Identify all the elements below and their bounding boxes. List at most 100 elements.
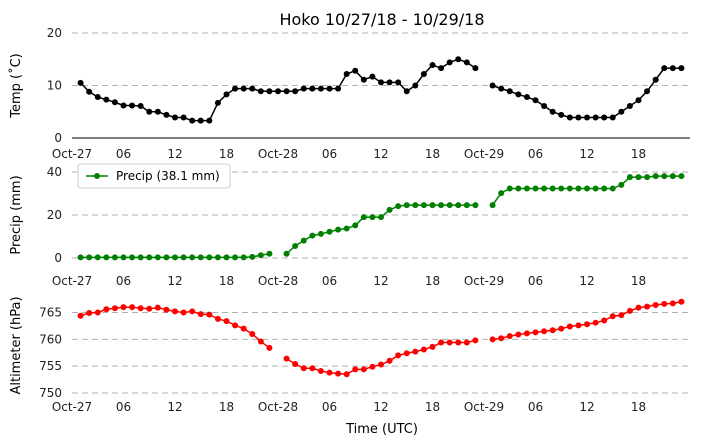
- data-point: [360, 366, 367, 373]
- data-point: [463, 202, 470, 209]
- data-point: [386, 357, 393, 364]
- x-tick-label: 12: [373, 147, 388, 161]
- data-point: [197, 311, 204, 318]
- data-point: [601, 114, 608, 121]
- data-point: [309, 85, 316, 92]
- data-point: [532, 185, 539, 192]
- y-tick-label: 0: [54, 251, 62, 265]
- x-tick-label: Oct-29: [464, 400, 504, 414]
- data-point: [283, 250, 290, 257]
- data-point: [94, 94, 101, 101]
- x-tick-label: 18: [631, 147, 646, 161]
- data-point: [601, 317, 608, 324]
- data-point: [429, 202, 436, 209]
- legend-label: Precip (38.1 mm): [116, 169, 220, 183]
- x-tick-label: 18: [219, 147, 234, 161]
- chart-title: Hoko 10/27/18 - 10/29/18: [279, 10, 484, 29]
- data-point: [232, 254, 239, 261]
- data-point: [549, 108, 556, 115]
- data-point: [609, 185, 616, 192]
- data-point: [592, 185, 599, 192]
- data-point: [137, 305, 144, 312]
- data-point: [395, 203, 402, 210]
- x-tick-label: 18: [425, 400, 440, 414]
- data-point: [403, 350, 410, 357]
- data-point: [335, 370, 342, 377]
- data-point: [661, 173, 668, 180]
- data-point: [129, 254, 136, 261]
- data-point: [86, 254, 93, 261]
- x-tick-label: 18: [425, 147, 440, 161]
- x-tick-label: 06: [116, 147, 131, 161]
- data-point: [412, 348, 419, 355]
- data-point: [644, 88, 651, 95]
- data-point: [626, 174, 633, 181]
- data-point: [154, 108, 161, 115]
- data-point: [103, 306, 110, 313]
- data-point: [429, 62, 436, 69]
- y-tick-label: 20: [47, 26, 62, 40]
- x-tick-label: 06: [528, 400, 543, 414]
- data-point: [549, 185, 556, 192]
- data-point: [438, 339, 445, 346]
- data-point: [223, 318, 230, 325]
- data-point: [77, 312, 84, 319]
- legend-marker: [94, 173, 100, 179]
- data-point: [584, 321, 590, 328]
- data-point: [618, 108, 625, 115]
- data-point: [111, 305, 118, 312]
- data-point: [257, 88, 264, 95]
- data-point: [146, 305, 153, 312]
- data-point: [532, 97, 539, 104]
- data-point: [644, 174, 651, 181]
- x-axis-label: Time (UTC): [345, 422, 418, 437]
- x-tick-label: Oct-28: [258, 400, 298, 414]
- data-point: [549, 327, 556, 334]
- data-point: [369, 214, 376, 221]
- data-point: [197, 254, 204, 261]
- data-point: [120, 254, 127, 261]
- data-point: [163, 254, 170, 261]
- x-tick-label: 18: [219, 400, 234, 414]
- series-line: [286, 204, 476, 255]
- data-point: [172, 254, 178, 261]
- data-point: [678, 65, 685, 72]
- data-point: [515, 185, 522, 192]
- data-point: [669, 300, 676, 307]
- data-point: [232, 85, 239, 92]
- data-point: [129, 102, 136, 109]
- data-point: [137, 254, 144, 261]
- data-point: [197, 117, 204, 124]
- data-point: [575, 185, 582, 192]
- data-point: [652, 173, 659, 180]
- x-tick-label: 06: [528, 147, 543, 161]
- data-point: [180, 309, 187, 316]
- data-point: [317, 367, 324, 374]
- x-tick-label: Oct-27: [52, 400, 92, 414]
- data-point: [206, 117, 213, 124]
- data-point: [592, 114, 599, 121]
- data-point: [438, 202, 445, 209]
- data-point: [86, 88, 93, 95]
- y-tick-label: 760: [39, 332, 62, 346]
- data-point: [326, 369, 333, 376]
- data-point: [635, 304, 642, 311]
- data-point: [506, 333, 513, 340]
- y-tick-label: 40: [47, 165, 62, 179]
- data-point: [86, 310, 93, 317]
- data-point: [609, 313, 616, 320]
- data-point: [111, 254, 118, 261]
- data-point: [498, 85, 505, 92]
- data-point: [163, 306, 170, 313]
- data-point: [420, 346, 427, 353]
- data-point: [94, 254, 101, 261]
- data-point: [257, 252, 264, 259]
- data-point: [489, 336, 496, 343]
- data-point: [635, 174, 642, 181]
- data-point: [584, 114, 590, 121]
- data-point: [618, 312, 625, 319]
- data-point: [249, 253, 256, 260]
- data-point: [515, 91, 522, 98]
- data-point: [335, 226, 342, 233]
